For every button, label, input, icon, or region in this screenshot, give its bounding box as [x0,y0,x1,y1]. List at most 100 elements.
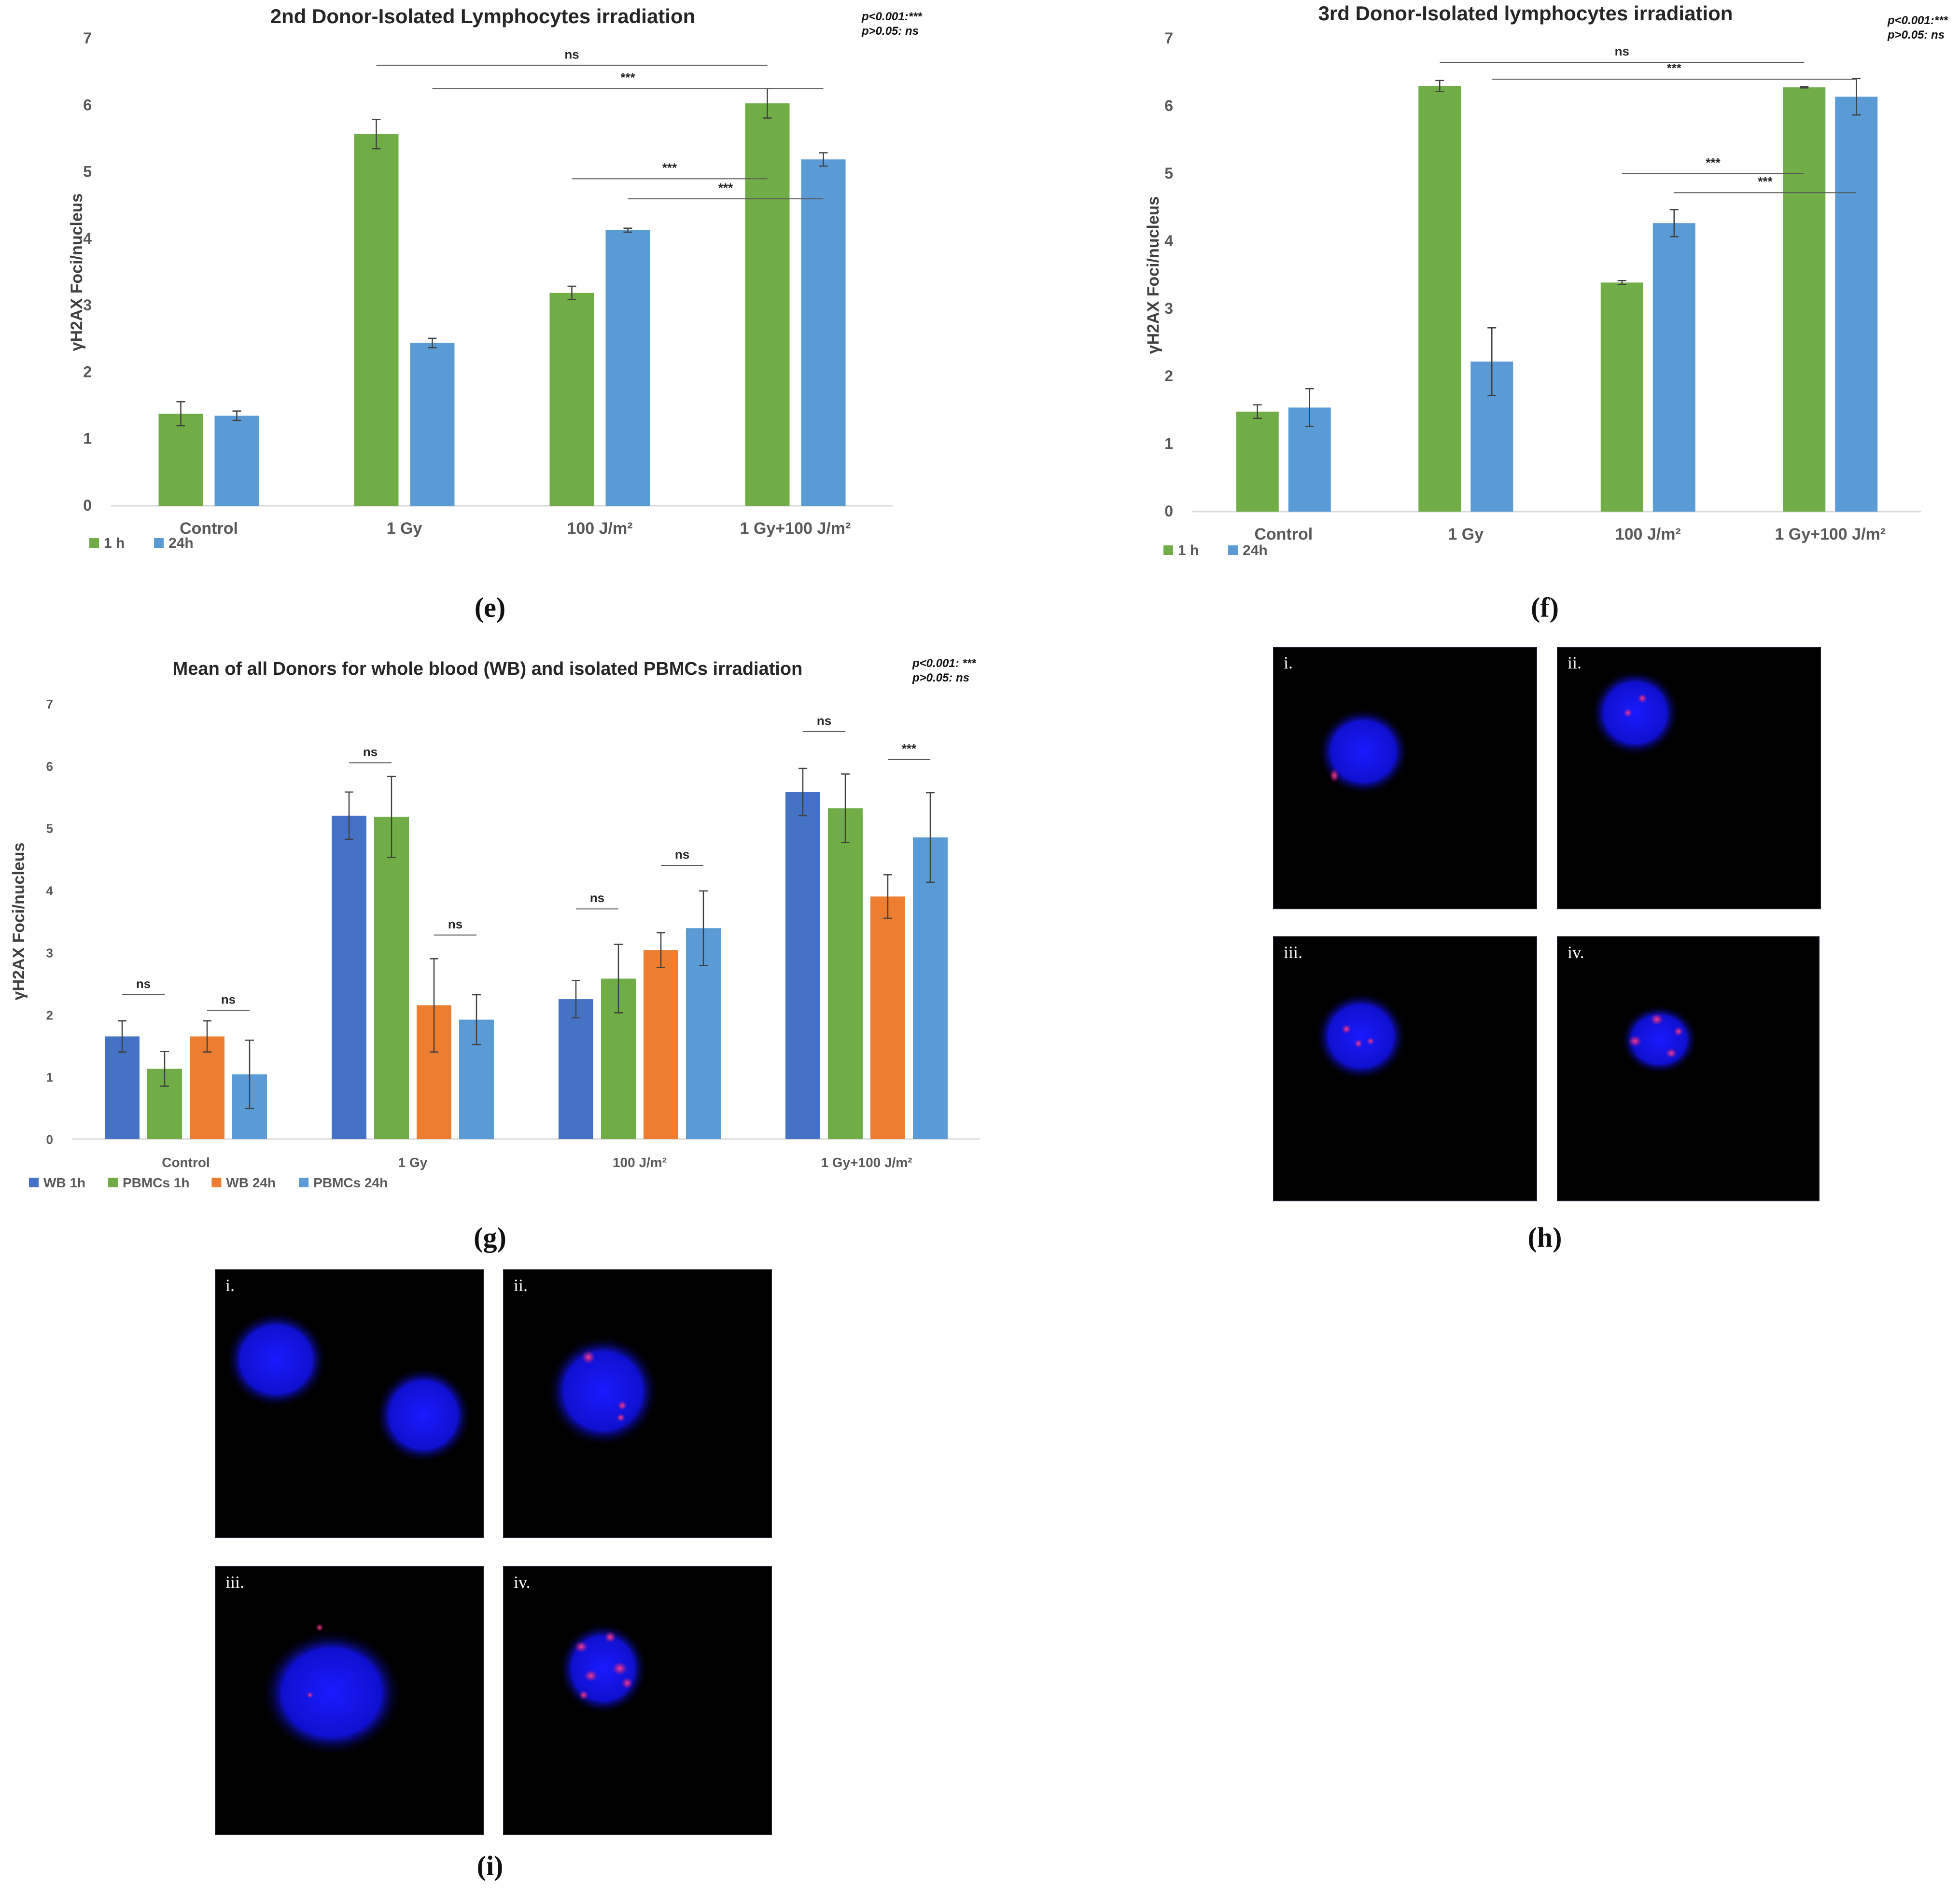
legend-swatch [1228,545,1238,555]
y-tick-label: 2 [46,1008,53,1022]
significance-note: p>0.05: ns [1887,28,1945,42]
legend-swatch [299,1178,309,1187]
significance-label: ns [221,992,236,1006]
chart-title: 3rd Donor-Isolated lymphocytes irradiati… [1318,2,1733,25]
legend-label: WB 24h [226,1175,276,1190]
micrograph-tag: ii. [514,1276,528,1295]
significance-label: ns [817,713,831,728]
y-tick-label: 3 [1164,300,1173,317]
significance-label: *** [620,70,635,85]
x-tick-label: 1 Gy [398,1155,428,1170]
legend-swatch [29,1178,39,1187]
bar [190,1036,224,1139]
cell-image-icon [225,1311,472,1463]
significance-note: p>0.05: ns [912,671,969,684]
bar [828,808,863,1139]
y-tick-label: 0 [1164,502,1173,520]
y-tick-label: 0 [83,497,92,514]
significance-label: *** [662,160,677,175]
y-axis-label: γH2AX Foci/nucleus [10,843,28,1001]
y-tick-label: 4 [46,884,54,898]
x-tick-label: 100 J/m² [613,1155,667,1170]
x-tick-label: 1 Gy+100 J/m² [1775,525,1886,543]
cell-image-icon [1621,1005,1698,1074]
bar [913,837,948,1139]
significance-label: *** [1706,155,1721,170]
significance-note: p>0.05: ns [861,25,919,38]
cell-image-icon [1591,669,1680,756]
cell-image-icon [559,1623,647,1714]
significance-label: ns [1615,44,1629,58]
x-tick-label: 100 J/m² [567,519,632,538]
x-tick-label: 1 Gy [1448,525,1484,543]
bar [410,343,455,506]
legend-label: 1 h [1178,543,1199,558]
y-tick-label: 3 [83,296,92,314]
significance-label: ns [136,976,151,991]
micrograph-i-1: i. [215,1269,484,1538]
micrograph-h-4: iv. [1557,936,1820,1201]
significance-label: ns [363,744,378,759]
bar [785,792,820,1139]
micrograph-h-1: i. [1273,647,1537,909]
panel-label-i: (i) [476,1850,504,1881]
micrograph-i-4: iv. [503,1566,772,1835]
bar [1236,411,1279,512]
chart-panel-e: 2nd Donor-Isolated Lymphocytes irradiati… [0,0,966,579]
significance-label: *** [902,741,917,756]
chart-title: 2nd Donor-Isolated Lymphocytes irradiati… [270,5,696,28]
significance-label: *** [1758,174,1773,189]
y-tick-label: 6 [1164,97,1173,114]
bar [559,999,593,1139]
micrograph-h-2: ii. [1557,647,1821,909]
panel-label-e: (e) [474,592,506,623]
panel-label-h: (h) [1527,1222,1562,1253]
bar [354,134,399,506]
bar [549,292,594,506]
bar [605,230,650,506]
x-tick-label: 1 Gy+100 J/m² [821,1155,912,1170]
legend-label: 24h [168,535,194,551]
y-tick-label: 6 [83,96,92,113]
bar [374,817,409,1139]
panel-label-g: (g) [474,1222,506,1253]
cell-image-icon [262,1624,402,1755]
bar [1600,282,1643,512]
chart-panel-f: 3rd Donor-Isolated lymphocytes irradiati… [1091,0,1960,579]
micrograph-tag: ii. [1568,653,1582,672]
x-tick-label: 1 Gy+100 J/m² [740,519,851,538]
y-tick-label: 0 [46,1132,53,1147]
x-tick-label: 1 Gy [387,519,422,538]
significance-label: ns [564,47,579,61]
significance-note: p<0.001: *** [912,657,977,670]
y-tick-label: 1 [46,1070,53,1085]
y-tick-label: 5 [46,821,53,836]
x-tick-label: Control [1254,525,1313,543]
significance-note: p<0.001:*** [861,10,923,23]
y-tick-label: 7 [46,697,53,711]
bar [745,103,790,506]
y-tick-label: 5 [83,163,92,181]
legend-label: WB 1h [43,1175,85,1190]
significance-note: p<0.001:*** [1887,14,1948,27]
cell-image-icon [547,1336,658,1447]
micrograph-tag: iv. [514,1572,531,1592]
bar [105,1036,140,1139]
legend-swatch [211,1178,222,1187]
bar [644,950,678,1139]
legend-label: 1 h [104,535,125,551]
bar [1418,86,1461,512]
y-tick-label: 1 [1164,435,1173,452]
legend-swatch [1163,545,1173,555]
cell-image-icon [1315,992,1407,1081]
y-tick-label: 6 [46,759,53,774]
y-tick-label: 2 [1164,367,1173,385]
chart-title: Mean of all Donors for whole blood (WB) … [173,659,803,679]
y-axis-label: γH2AX Foci/nucleus [1144,196,1162,354]
bar [801,159,846,506]
micrograph-tag: i. [225,1276,235,1295]
x-tick-label: Control [180,519,238,538]
bar [332,815,366,1139]
legend-label: 24h [1243,543,1268,558]
bar [870,896,905,1139]
